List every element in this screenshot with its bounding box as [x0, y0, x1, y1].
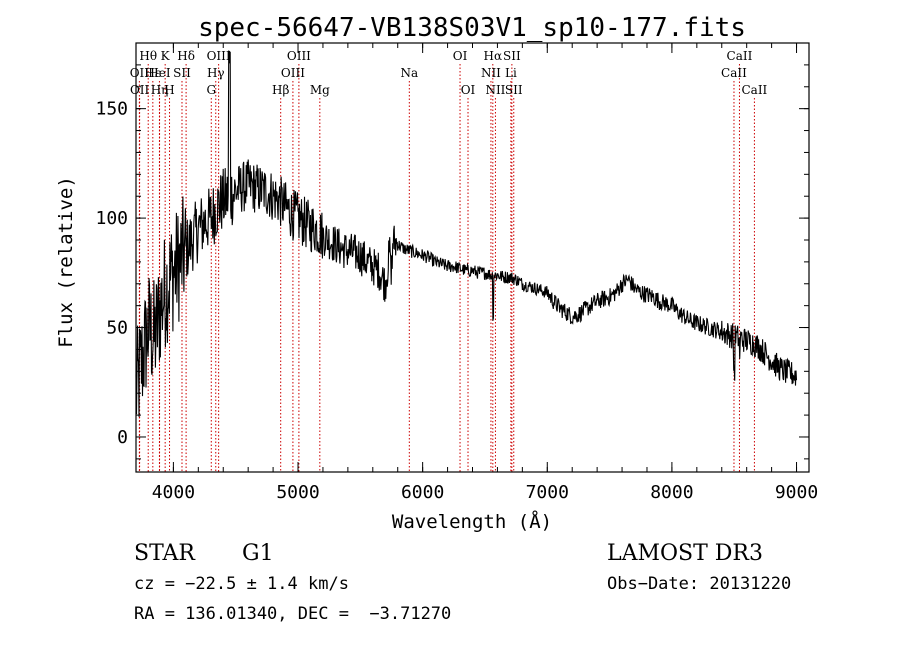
y-tick-label: 50 [106, 318, 128, 339]
line-label: Hα [484, 49, 503, 63]
line-label: SII [503, 49, 521, 63]
line-label: Hβ [272, 83, 289, 97]
x-tick-label: 9000 [775, 482, 818, 503]
line-label: OII [130, 83, 150, 97]
y-tick-label: 0 [117, 427, 128, 448]
line-label: Hη [151, 83, 169, 97]
line-label: K [161, 49, 171, 63]
line-label: OIII [281, 66, 305, 80]
spectrum-line [135, 50, 798, 417]
object-subclass: G1 [242, 541, 274, 566]
survey-name: LAMOST DR3 [607, 541, 763, 566]
line-label: OI [461, 83, 476, 97]
line-label: NII [481, 66, 501, 80]
line-label: OIII [207, 49, 231, 63]
x-tick-label: 8000 [650, 482, 693, 503]
line-label: NII [485, 83, 505, 97]
line-label: CaII [741, 83, 767, 97]
line-label: G [206, 83, 216, 97]
line-label: Hθ [139, 49, 157, 63]
x-tick-label: 7000 [526, 482, 569, 503]
line-label: H [164, 83, 174, 97]
x-tick-label: 5000 [276, 482, 319, 503]
plot-frame [135, 42, 810, 473]
line-label: OIII [287, 49, 311, 63]
line-label: CaII [721, 66, 747, 80]
line-label: CaII [727, 49, 753, 63]
line-label: Li [505, 66, 517, 80]
line-label: Hγ [207, 66, 225, 80]
y-tick-label: 100 [95, 208, 128, 229]
y-axis-label: Flux (relative) [55, 176, 77, 348]
redshift-cz: cz = −22.5 ± 1.4 km/s [134, 574, 349, 594]
line-label: HeI [148, 66, 171, 80]
object-class: STAR [134, 541, 195, 566]
line-label: Hε [144, 66, 161, 80]
x-axis-label: Wavelength (Å) [392, 510, 552, 533]
emission-line-markers [138, 64, 755, 472]
line-label: OI [453, 49, 468, 63]
y-axis: 0 50 100 150 [95, 64, 809, 460]
y-tick-label: 150 [95, 99, 128, 120]
ra-dec: RA = 136.01340, DEC = −3.71270 [134, 604, 452, 624]
observation-date: Obs−Date: 20131220 [607, 574, 792, 594]
line-label: SII [173, 66, 191, 80]
line-label: Na [400, 66, 418, 80]
line-label: OII [130, 66, 150, 80]
chart-title: spec-56647-VB138S03V1_sp10-177.fits [198, 13, 746, 43]
x-tick-label: 4000 [152, 482, 195, 503]
line-label: Hδ [177, 49, 195, 63]
line-label: Mg [310, 83, 330, 97]
line-label: SII [505, 83, 523, 97]
x-axis: 4000 5000 6000 7000 8000 9000 [152, 43, 818, 503]
x-tick-label: 6000 [401, 482, 444, 503]
